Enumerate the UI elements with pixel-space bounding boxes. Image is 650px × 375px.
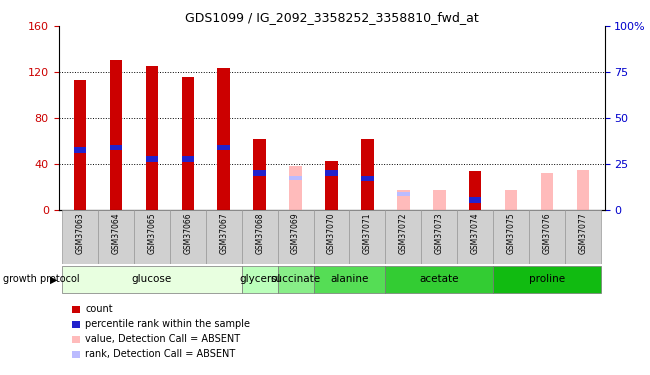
Bar bbox=[289, 166, 302, 210]
Bar bbox=[493, 210, 529, 264]
Text: rank, Detection Call = ABSENT: rank, Detection Call = ABSENT bbox=[85, 350, 235, 359]
Text: GSM37072: GSM37072 bbox=[399, 213, 408, 254]
Bar bbox=[62, 210, 98, 264]
Bar bbox=[397, 192, 410, 196]
Text: count: count bbox=[85, 304, 113, 314]
Bar bbox=[73, 147, 86, 153]
Text: glycerol: glycerol bbox=[239, 274, 280, 284]
Bar bbox=[325, 170, 338, 176]
Bar bbox=[469, 171, 482, 210]
Text: growth protocol: growth protocol bbox=[3, 274, 80, 284]
Bar bbox=[254, 139, 266, 210]
Bar bbox=[505, 190, 517, 210]
Text: GSM37063: GSM37063 bbox=[75, 213, 84, 254]
Bar bbox=[73, 80, 86, 210]
Text: GSM37075: GSM37075 bbox=[506, 213, 515, 254]
Bar bbox=[254, 170, 266, 176]
Text: GSM37070: GSM37070 bbox=[327, 213, 336, 254]
Bar bbox=[421, 210, 457, 264]
Bar bbox=[289, 176, 302, 180]
Bar bbox=[242, 210, 278, 264]
Bar bbox=[218, 144, 230, 150]
Bar bbox=[218, 68, 230, 210]
Text: GSM37074: GSM37074 bbox=[471, 213, 480, 254]
Bar bbox=[62, 266, 242, 293]
Text: glucose: glucose bbox=[132, 274, 172, 284]
Bar bbox=[433, 190, 445, 210]
Bar bbox=[385, 210, 421, 264]
Text: percentile rank within the sample: percentile rank within the sample bbox=[85, 320, 250, 329]
Bar bbox=[325, 160, 338, 210]
Bar bbox=[469, 197, 482, 203]
Bar bbox=[529, 210, 565, 264]
Bar bbox=[313, 210, 350, 264]
Bar bbox=[110, 144, 122, 150]
Bar bbox=[146, 156, 158, 162]
Bar bbox=[565, 210, 601, 264]
Text: GSM37076: GSM37076 bbox=[543, 213, 552, 254]
Bar bbox=[493, 266, 601, 293]
Bar bbox=[361, 176, 374, 181]
Title: GDS1099 / IG_2092_3358252_3358810_fwd_at: GDS1099 / IG_2092_3358252_3358810_fwd_at bbox=[185, 11, 478, 24]
Text: GSM37077: GSM37077 bbox=[578, 213, 588, 254]
Text: GSM37068: GSM37068 bbox=[255, 213, 264, 254]
Bar bbox=[181, 156, 194, 162]
Bar bbox=[577, 170, 590, 210]
Bar bbox=[397, 190, 410, 210]
Bar bbox=[350, 210, 385, 264]
Bar bbox=[181, 77, 194, 210]
Bar bbox=[134, 210, 170, 264]
Bar bbox=[541, 173, 553, 210]
Text: GSM37064: GSM37064 bbox=[111, 213, 120, 254]
Bar bbox=[278, 266, 313, 293]
Bar bbox=[313, 266, 385, 293]
Text: GSM37073: GSM37073 bbox=[435, 213, 444, 254]
Text: value, Detection Call = ABSENT: value, Detection Call = ABSENT bbox=[85, 334, 240, 344]
Bar bbox=[457, 210, 493, 264]
Text: GSM37065: GSM37065 bbox=[148, 213, 157, 254]
Bar bbox=[361, 139, 374, 210]
Text: GSM37066: GSM37066 bbox=[183, 213, 192, 254]
Bar bbox=[278, 210, 313, 264]
Text: alanine: alanine bbox=[330, 274, 369, 284]
Bar bbox=[110, 60, 122, 210]
Bar bbox=[170, 210, 206, 264]
Bar bbox=[98, 210, 134, 264]
Text: ▶: ▶ bbox=[49, 274, 57, 284]
Text: proline: proline bbox=[529, 274, 565, 284]
Bar bbox=[385, 266, 493, 293]
Text: GSM37069: GSM37069 bbox=[291, 213, 300, 254]
Text: acetate: acetate bbox=[419, 274, 459, 284]
Text: succinate: succinate bbox=[270, 274, 320, 284]
Text: GSM37071: GSM37071 bbox=[363, 213, 372, 254]
Text: GSM37067: GSM37067 bbox=[219, 213, 228, 254]
Bar bbox=[242, 266, 278, 293]
Bar bbox=[146, 66, 158, 210]
Bar bbox=[206, 210, 242, 264]
